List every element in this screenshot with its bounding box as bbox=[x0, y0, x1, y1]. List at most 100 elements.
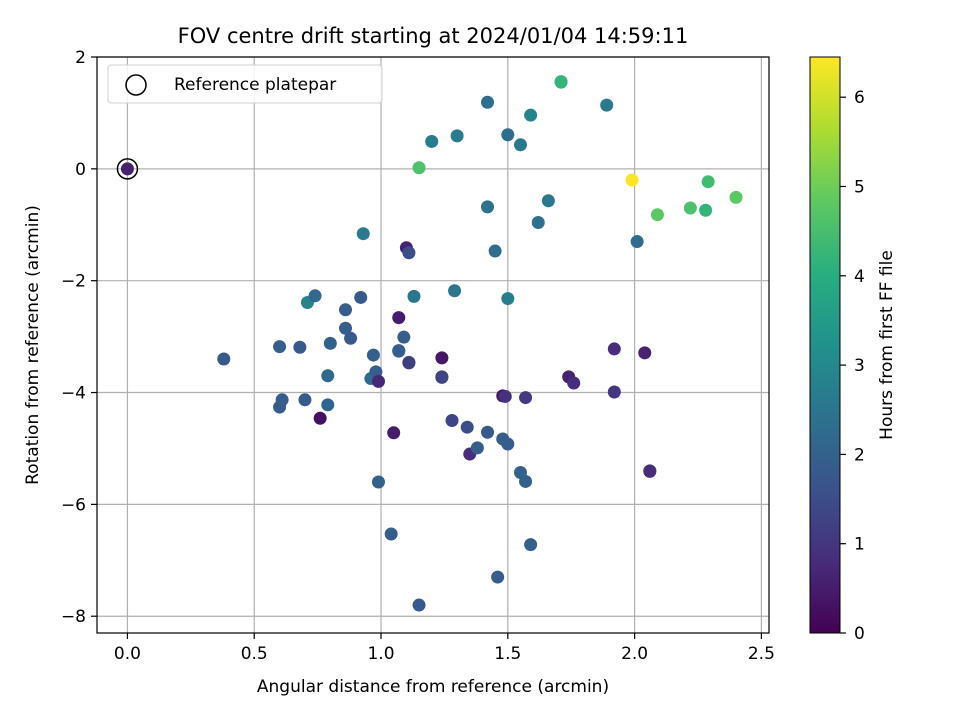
data-point bbox=[448, 284, 462, 298]
y-tick-label: −6 bbox=[61, 495, 86, 515]
data-point bbox=[384, 527, 398, 541]
data-point bbox=[392, 344, 406, 358]
colorbar-tick-label: 0 bbox=[854, 624, 865, 644]
legend-box bbox=[107, 64, 383, 104]
data-point bbox=[524, 538, 538, 552]
data-point bbox=[402, 246, 416, 260]
data-point bbox=[435, 370, 449, 384]
data-point bbox=[607, 385, 621, 399]
data-point bbox=[501, 437, 515, 451]
data-point bbox=[308, 289, 322, 303]
y-tick-label: −4 bbox=[61, 384, 86, 404]
data-point bbox=[392, 311, 406, 325]
data-point bbox=[450, 129, 464, 143]
data-point bbox=[607, 342, 621, 356]
y-tick-label: −2 bbox=[61, 272, 86, 292]
plot-area-frame bbox=[96, 56, 770, 634]
data-point bbox=[481, 95, 495, 109]
data-point bbox=[354, 290, 368, 304]
data-point bbox=[371, 475, 385, 489]
data-point bbox=[567, 376, 581, 390]
data-point bbox=[554, 75, 568, 89]
data-point bbox=[498, 389, 512, 403]
data-point bbox=[412, 161, 426, 175]
x-axis-label: Angular distance from reference (arcmin) bbox=[257, 677, 609, 697]
legend-label: Reference platepar bbox=[174, 75, 336, 95]
data-point bbox=[402, 356, 416, 370]
y-axis: 2 0 −2 −4 −6 −8 bbox=[61, 48, 97, 627]
data-point bbox=[407, 289, 421, 303]
data-point bbox=[488, 244, 502, 258]
colorbar-tick-label: 3 bbox=[854, 356, 865, 376]
data-point bbox=[371, 374, 385, 388]
data-point bbox=[313, 411, 327, 425]
data-point bbox=[650, 208, 664, 222]
y-tick-label: −8 bbox=[61, 607, 86, 627]
x-tick-label: 1.0 bbox=[367, 644, 394, 664]
data-point bbox=[481, 425, 495, 439]
legend: Reference platepar bbox=[107, 64, 383, 104]
x-tick-label: 1.5 bbox=[494, 644, 521, 664]
data-point bbox=[501, 292, 515, 306]
data-point bbox=[481, 200, 495, 214]
data-point bbox=[321, 398, 335, 412]
data-point bbox=[275, 393, 289, 407]
data-point bbox=[729, 190, 743, 204]
colorbar: 0 1 2 3 4 5 6 Hours from first FF file bbox=[809, 56, 897, 644]
data-point bbox=[524, 108, 538, 122]
colorbar-ticks: 0 1 2 3 4 5 6 bbox=[840, 88, 865, 644]
colorbar-tick-label: 5 bbox=[854, 177, 865, 197]
chart-title: FOV centre drift starting at 2024/01/04 … bbox=[178, 24, 689, 48]
data-point bbox=[412, 598, 426, 612]
data-point bbox=[513, 138, 527, 152]
colorbar-tick-label: 6 bbox=[854, 88, 865, 108]
y-tick-label: 2 bbox=[75, 48, 86, 68]
colorbar-tick-label: 2 bbox=[854, 445, 865, 465]
data-points bbox=[116, 75, 743, 612]
data-point bbox=[600, 98, 614, 112]
data-point bbox=[293, 340, 307, 354]
data-point bbox=[387, 426, 401, 440]
data-point bbox=[501, 128, 515, 142]
x-tick-label: 0.5 bbox=[241, 644, 268, 664]
data-point bbox=[701, 175, 715, 189]
colorbar-gradient bbox=[809, 56, 841, 634]
x-tick-label: 2.5 bbox=[748, 644, 775, 664]
data-point bbox=[470, 441, 484, 455]
data-point bbox=[435, 351, 449, 365]
data-point bbox=[625, 173, 639, 187]
data-point bbox=[638, 346, 652, 360]
x-axis: 0.0 0.5 1.0 1.5 2.0 2.5 bbox=[114, 633, 775, 664]
x-tick-label: 0.0 bbox=[114, 644, 141, 664]
colorbar-tick-label: 4 bbox=[854, 267, 865, 287]
data-point bbox=[425, 134, 439, 148]
legend-marker bbox=[125, 74, 147, 96]
grid-lines bbox=[97, 56, 769, 633]
data-point bbox=[699, 203, 713, 217]
data-point bbox=[643, 464, 657, 478]
data-point bbox=[323, 336, 337, 350]
data-point bbox=[356, 227, 370, 241]
reference-platepar-marker bbox=[116, 158, 139, 180]
colorbar-label: Hours from first FF file bbox=[877, 250, 897, 440]
data-point bbox=[273, 340, 287, 354]
data-point bbox=[120, 162, 134, 176]
data-point bbox=[630, 235, 644, 249]
data-point bbox=[541, 194, 555, 208]
data-point bbox=[321, 369, 335, 383]
colorbar-tick-label: 1 bbox=[854, 535, 865, 555]
data-point bbox=[460, 420, 474, 434]
x-tick-label: 2.0 bbox=[621, 644, 648, 664]
y-tick-label: 0 bbox=[75, 160, 86, 180]
data-point bbox=[366, 348, 380, 362]
data-point bbox=[519, 391, 533, 405]
data-point bbox=[531, 216, 545, 230]
data-point bbox=[445, 413, 459, 427]
data-point bbox=[339, 321, 353, 335]
data-point bbox=[491, 570, 505, 584]
data-point bbox=[683, 201, 697, 215]
data-point bbox=[339, 303, 353, 317]
